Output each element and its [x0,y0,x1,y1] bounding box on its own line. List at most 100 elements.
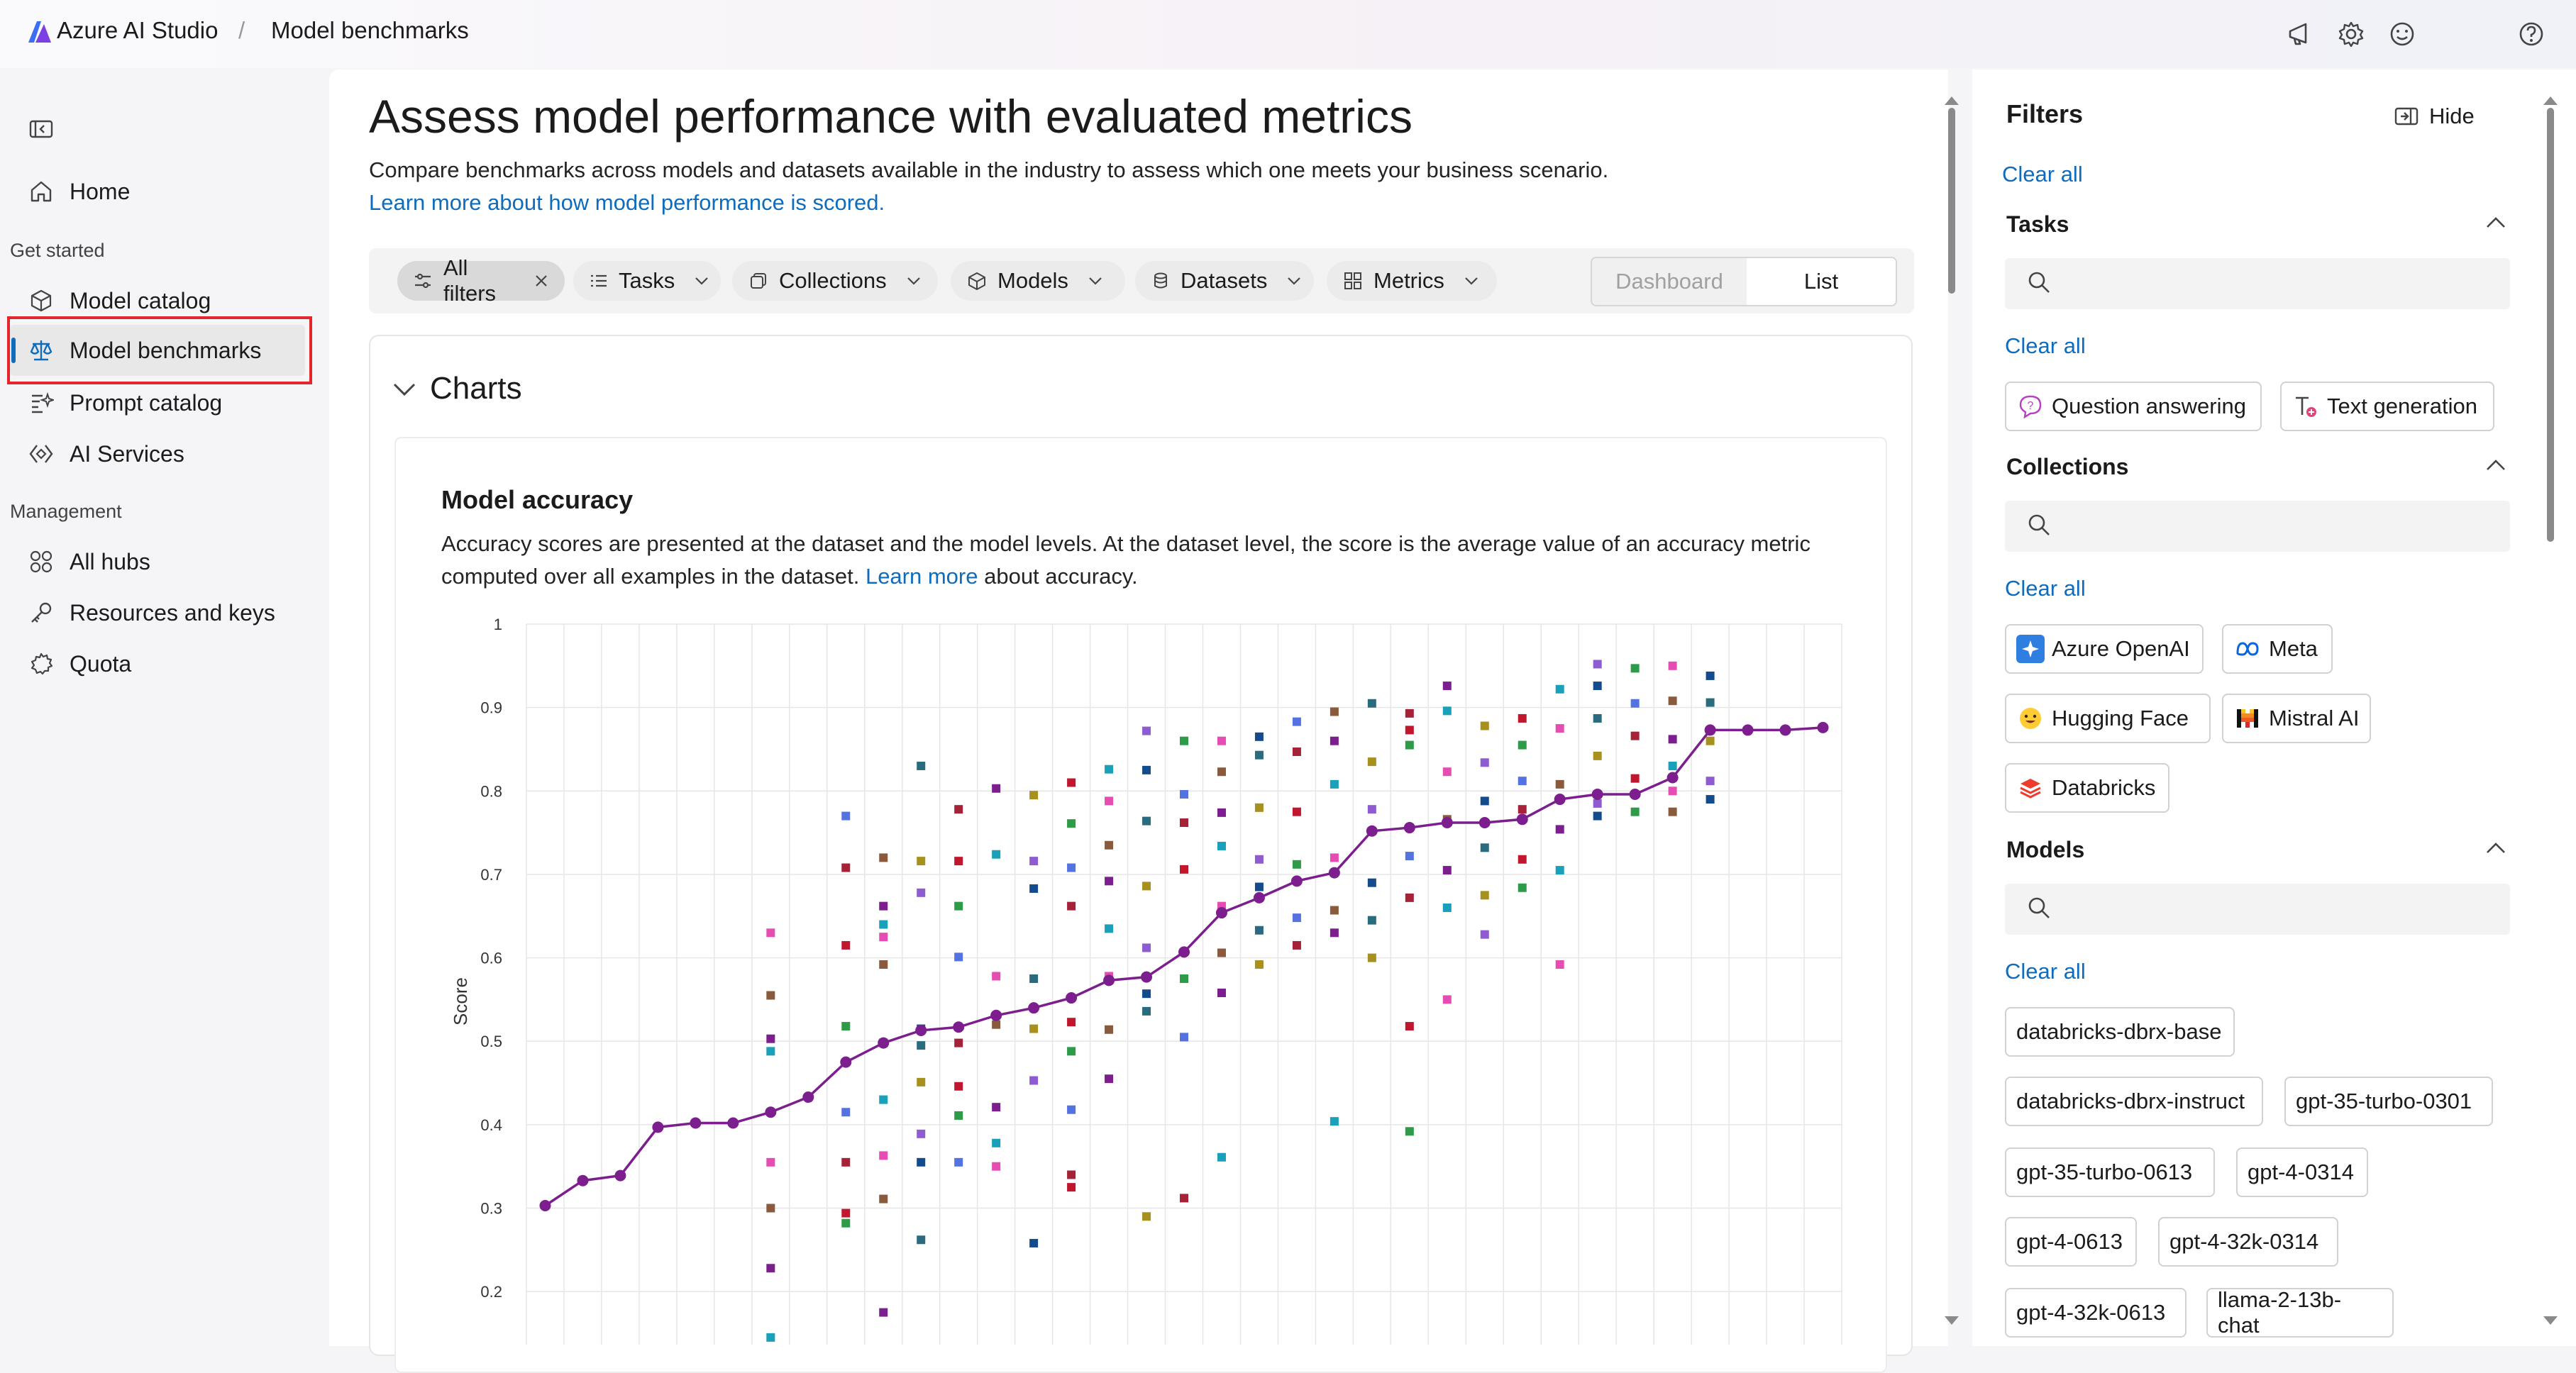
dataset-score-marker[interactable] [1254,882,1264,891]
dataset-score-marker[interactable] [1555,684,1564,694]
dataset-score-marker[interactable] [954,901,963,911]
app-name[interactable]: Azure AI Studio [57,17,219,43]
dataset-score-marker[interactable] [1180,1033,1188,1042]
dataset-score-marker[interactable] [766,1204,775,1213]
dataset-score-marker[interactable] [1180,818,1188,827]
dataset-score-marker[interactable] [1480,796,1489,806]
dataset-score-marker[interactable] [1330,707,1339,716]
dataset-score-marker[interactable] [917,1041,926,1050]
dataset-score-marker[interactable] [879,1151,888,1160]
dataset-score-marker[interactable] [1105,1074,1114,1084]
dataset-score-marker[interactable] [1217,841,1226,850]
dataset-score-marker[interactable] [1142,1006,1151,1016]
dataset-score-marker[interactable] [1142,726,1151,735]
dataset-score-marker[interactable] [1217,989,1226,997]
scroll-down-arrow-icon[interactable] [2543,1316,2558,1325]
dataset-score-marker[interactable] [1254,960,1264,969]
dataset-score-marker[interactable] [1555,825,1564,834]
dataset-score-marker[interactable] [1105,1025,1114,1034]
dataset-score-marker[interactable] [1067,863,1076,872]
nav-model-catalog[interactable]: Model catalog [10,279,311,322]
dataset-score-marker[interactable] [841,940,851,950]
settings-gear-icon[interactable] [2331,14,2371,54]
dataset-score-marker[interactable] [841,811,851,821]
dataset-score-marker[interactable] [1668,786,1677,796]
model-chip[interactable]: gpt-4-32k-0314 [2158,1217,2338,1267]
dataset-score-marker[interactable] [1180,790,1188,799]
dataset-score-marker[interactable] [1067,1105,1076,1114]
dataset-score-marker[interactable] [1067,1170,1076,1179]
dataset-score-marker[interactable] [1367,916,1376,925]
dataset-score-marker[interactable] [1254,803,1264,812]
chevron-up-icon[interactable] [2482,451,2510,479]
dataset-score-marker[interactable] [841,863,851,872]
model-average-point[interactable] [1328,867,1340,879]
dataset-score-marker[interactable] [1142,765,1151,774]
model-chip[interactable]: llama-2-13b-chat [2206,1287,2394,1338]
charts-section-header[interactable]: Charts [390,369,522,408]
model-average-point[interactable] [690,1117,702,1129]
dataset-score-marker[interactable] [1180,1194,1188,1203]
dataset-score-marker[interactable] [917,888,926,897]
dataset-score-marker[interactable] [1217,767,1226,777]
collection-chip-mistral-ai[interactable]: Mistral AI [2222,694,2371,743]
dataset-score-marker[interactable] [1593,660,1602,669]
dataset-score-marker[interactable] [1217,1152,1226,1162]
dataset-score-marker[interactable] [1405,1127,1414,1136]
dataset-score-marker[interactable] [1367,805,1376,814]
dataset-score-marker[interactable] [1067,819,1076,828]
dataset-score-marker[interactable] [1630,807,1640,816]
model-chip[interactable]: gpt-4-32k-0613 [2005,1288,2187,1338]
dataset-score-marker[interactable] [954,1111,963,1120]
dataset-score-marker[interactable] [917,1077,926,1086]
dataset-score-marker[interactable] [879,901,888,911]
task-chip-question-answering[interactable]: ? Question answering [2005,382,2262,431]
dataset-score-marker[interactable] [1367,878,1376,887]
model-average-point[interactable] [1178,946,1190,958]
dataset-score-marker[interactable] [992,1162,1001,1171]
dataset-score-marker[interactable] [954,1157,963,1167]
dataset-score-marker[interactable] [1706,671,1715,680]
model-average-point[interactable] [1478,817,1491,828]
metrics-dropdown[interactable]: Metrics [1327,261,1497,301]
model-average-point[interactable] [1366,825,1378,837]
dataset-score-marker[interactable] [917,1129,926,1138]
model-chip[interactable]: gpt-35-turbo-0613 [2005,1147,2215,1197]
dataset-score-marker[interactable] [1706,777,1715,786]
dataset-score-marker[interactable] [1330,928,1339,938]
dataset-score-marker[interactable] [1668,762,1677,770]
task-chip-text-generation[interactable]: Text generation [2280,382,2494,431]
dataset-score-marker[interactable] [1067,1047,1076,1056]
dataset-score-marker[interactable] [992,1020,1001,1029]
dataset-score-marker[interactable] [841,1108,851,1117]
dataset-score-marker[interactable] [1593,713,1602,723]
collection-chip-hugging-face[interactable]: Hugging Face [2005,694,2211,743]
breadcrumb-page[interactable]: Model benchmarks [271,17,469,43]
models-search-input[interactable] [2005,884,2510,935]
model-average-point[interactable] [1103,974,1115,986]
all-filters-pill[interactable]: All filters [397,255,565,306]
main-scrollbar[interactable] [1948,108,1955,294]
model-average-point[interactable] [1028,1002,1040,1014]
dataset-score-marker[interactable] [1480,721,1489,730]
dataset-score-marker[interactable] [879,1095,888,1104]
dataset-score-marker[interactable] [1180,736,1188,745]
dataset-score-marker[interactable] [1029,857,1039,866]
dataset-score-marker[interactable] [1555,779,1564,789]
model-average-point[interactable] [915,1024,927,1036]
dataset-score-marker[interactable] [917,857,926,866]
tasks-search-input[interactable] [2005,258,2510,309]
dataset-score-marker[interactable] [1105,765,1114,774]
models-clear-all-link[interactable]: Clear all [2005,959,2086,984]
dataset-score-marker[interactable] [1405,893,1414,902]
dataset-score-marker[interactable] [917,762,926,770]
dataset-score-marker[interactable] [992,850,1001,859]
dataset-score-marker[interactable] [1292,860,1301,869]
dataset-score-marker[interactable] [954,857,963,866]
dataset-score-marker[interactable] [954,952,963,962]
dataset-score-marker[interactable] [1067,1183,1076,1192]
model-average-point[interactable] [1253,891,1265,904]
dataset-score-marker[interactable] [954,805,963,814]
model-average-point[interactable] [1779,724,1791,736]
model-average-point[interactable] [539,1200,551,1211]
